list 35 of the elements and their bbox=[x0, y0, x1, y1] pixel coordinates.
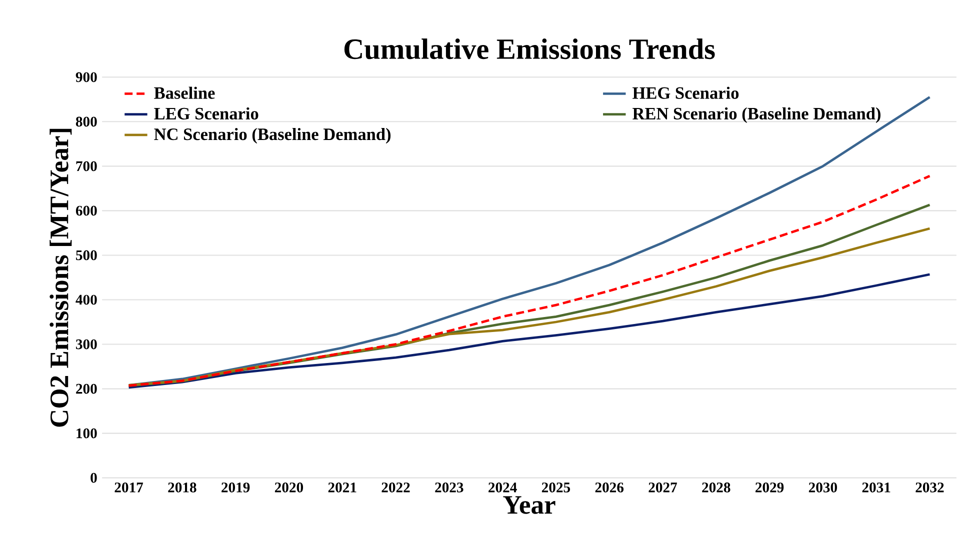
legend-label: NC Scenario (Baseline Demand) bbox=[154, 128, 391, 144]
legend-label: LEG Scenario bbox=[154, 107, 258, 120]
y-axis-title: CO2 Emissions [MT/Year] bbox=[50, 128, 72, 427]
x-tick-label: 2019 bbox=[222, 482, 250, 492]
y-tick-label: 200 bbox=[76, 384, 97, 394]
y-tick-label: 500 bbox=[76, 250, 97, 260]
y-tick-label: 900 bbox=[76, 72, 97, 82]
x-tick-label: 2032 bbox=[916, 482, 944, 492]
x-tick-label: 2029 bbox=[756, 482, 784, 492]
x-tick-label: 2027 bbox=[648, 482, 677, 492]
x-tick-label: 2024 bbox=[488, 482, 517, 492]
x-tick-label: 2028 bbox=[702, 482, 730, 492]
line-series bbox=[128, 273, 931, 389]
x-tick-label: 2023 bbox=[435, 482, 464, 492]
y-tick-label: 600 bbox=[76, 206, 97, 216]
x-tick-label: 2026 bbox=[595, 482, 624, 492]
x-tick-label: 2031 bbox=[862, 482, 890, 492]
x-tick-label: 2017 bbox=[114, 482, 144, 492]
y-tick-label: 700 bbox=[76, 161, 97, 172]
legend-label: REN Scenario (Baseline Demand) bbox=[632, 107, 880, 123]
x-tick-label: 2021 bbox=[328, 482, 356, 492]
legend-label: Baseline bbox=[154, 86, 215, 99]
x-tick-label: 2025 bbox=[542, 482, 570, 492]
x-tick-label: 2022 bbox=[382, 482, 410, 492]
y-tick-label: 100 bbox=[76, 428, 97, 438]
y-tick-label: 400 bbox=[76, 294, 97, 305]
x-tick-label: 2018 bbox=[168, 482, 196, 492]
y-tick-label: 300 bbox=[76, 339, 97, 350]
y-tick-label: 0 bbox=[90, 472, 97, 483]
chart-title: Cumulative Emissions Trends bbox=[344, 38, 715, 60]
x-tick-label: 2030 bbox=[808, 482, 837, 492]
y-tick-label: 800 bbox=[76, 116, 97, 127]
legend-label: HEG Scenario bbox=[632, 86, 739, 99]
x-axis-title: Year bbox=[503, 496, 556, 514]
x-tick-label: 2020 bbox=[274, 482, 304, 492]
